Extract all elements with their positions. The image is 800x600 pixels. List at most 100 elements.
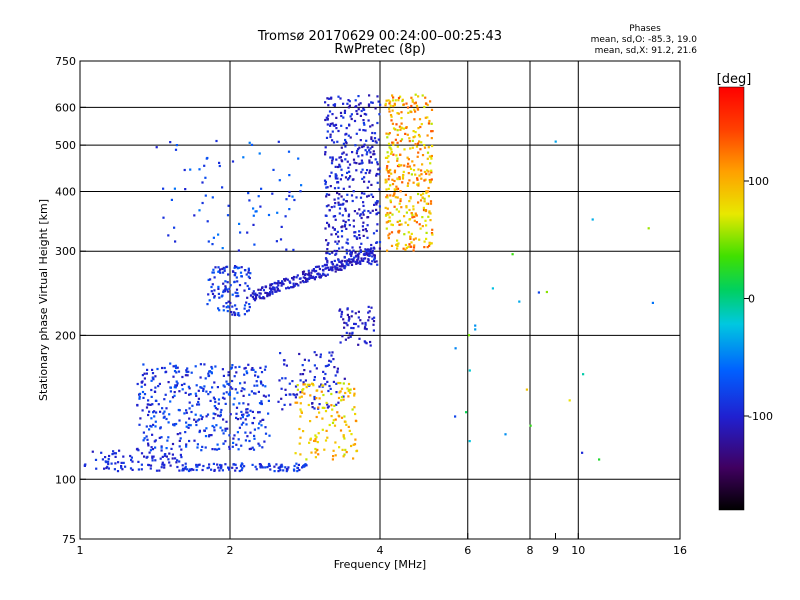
data-point (293, 393, 296, 397)
data-point (213, 296, 216, 299)
data-point (330, 96, 333, 99)
data-point (332, 103, 335, 107)
data-point (359, 114, 362, 117)
data-point (375, 229, 378, 232)
data-point (404, 243, 407, 247)
data-point (195, 423, 198, 427)
data-point (278, 179, 281, 182)
data-point (352, 190, 355, 193)
data-point (233, 280, 236, 283)
data-point (293, 464, 296, 468)
data-point (259, 465, 262, 468)
data-point (143, 393, 147, 396)
data-point (400, 223, 403, 226)
data-point (426, 246, 429, 249)
data-point (160, 436, 163, 439)
data-point (392, 105, 395, 108)
data-point (198, 209, 201, 212)
data-point (240, 464, 243, 467)
data-point (263, 297, 266, 300)
data-point (180, 383, 184, 387)
data-point (355, 449, 359, 452)
data-point (373, 254, 376, 257)
data-point (332, 455, 335, 458)
data-point (235, 412, 238, 415)
data-point (299, 190, 302, 193)
data-point (121, 468, 124, 471)
data-point (237, 294, 240, 298)
data-point (407, 172, 410, 175)
data-point (350, 258, 353, 261)
data-point (413, 164, 416, 167)
data-point (386, 136, 389, 139)
data-point (224, 427, 227, 430)
data-point (84, 463, 87, 466)
data-point (345, 241, 348, 244)
data-point (204, 446, 207, 449)
data-point (334, 374, 337, 377)
data-point (344, 220, 347, 224)
data-point (234, 272, 237, 275)
data-point (212, 412, 215, 415)
data-point (231, 364, 234, 367)
data-point (430, 130, 433, 133)
data-point (333, 228, 336, 231)
data-point (216, 463, 219, 466)
data-point (352, 219, 355, 222)
data-point (350, 326, 353, 330)
data-point (277, 140, 280, 143)
data-point (386, 249, 389, 252)
data-point (151, 455, 154, 458)
data-point (393, 188, 396, 191)
data-point (233, 266, 236, 269)
data-point (205, 427, 208, 430)
data-point (426, 169, 429, 172)
data-point (334, 441, 337, 444)
data-point (355, 105, 358, 108)
data-point (228, 434, 231, 437)
data-point (387, 187, 390, 190)
data-point (236, 313, 240, 316)
data-point (321, 428, 324, 431)
data-point (329, 135, 332, 139)
data-point (338, 446, 341, 449)
data-point (235, 406, 239, 409)
data-point (219, 268, 222, 271)
data-point (218, 309, 221, 312)
data-point (313, 276, 316, 280)
data-point (226, 281, 229, 284)
data-point (245, 301, 248, 304)
data-point (412, 169, 416, 172)
data-point (378, 247, 381, 250)
data-point (415, 221, 418, 224)
data-point (324, 439, 328, 442)
data-point (245, 370, 248, 373)
stats-o-mode: mean, sd,O: -85.3, 19.0 (591, 35, 698, 45)
data-point (195, 468, 198, 472)
data-point (160, 449, 163, 452)
data-point (408, 243, 411, 246)
data-point (197, 418, 201, 421)
data-point (354, 412, 357, 416)
data-point (403, 233, 406, 236)
data-point (257, 195, 260, 198)
data-point (338, 193, 341, 196)
data-point (292, 278, 295, 281)
data-point (388, 132, 391, 135)
data-point (291, 277, 294, 280)
data-point (213, 398, 216, 401)
data-point (416, 183, 419, 186)
data-point (154, 420, 157, 423)
data-point (251, 292, 254, 295)
data-point (340, 168, 343, 171)
data-point (297, 157, 300, 160)
data-point (324, 257, 328, 260)
data-point (367, 103, 371, 106)
data-point (425, 191, 428, 195)
data-point (288, 382, 291, 385)
data-point (285, 198, 288, 201)
data-point (240, 462, 243, 465)
data-point (204, 176, 207, 179)
data-point (338, 247, 341, 250)
data-point (281, 377, 284, 380)
